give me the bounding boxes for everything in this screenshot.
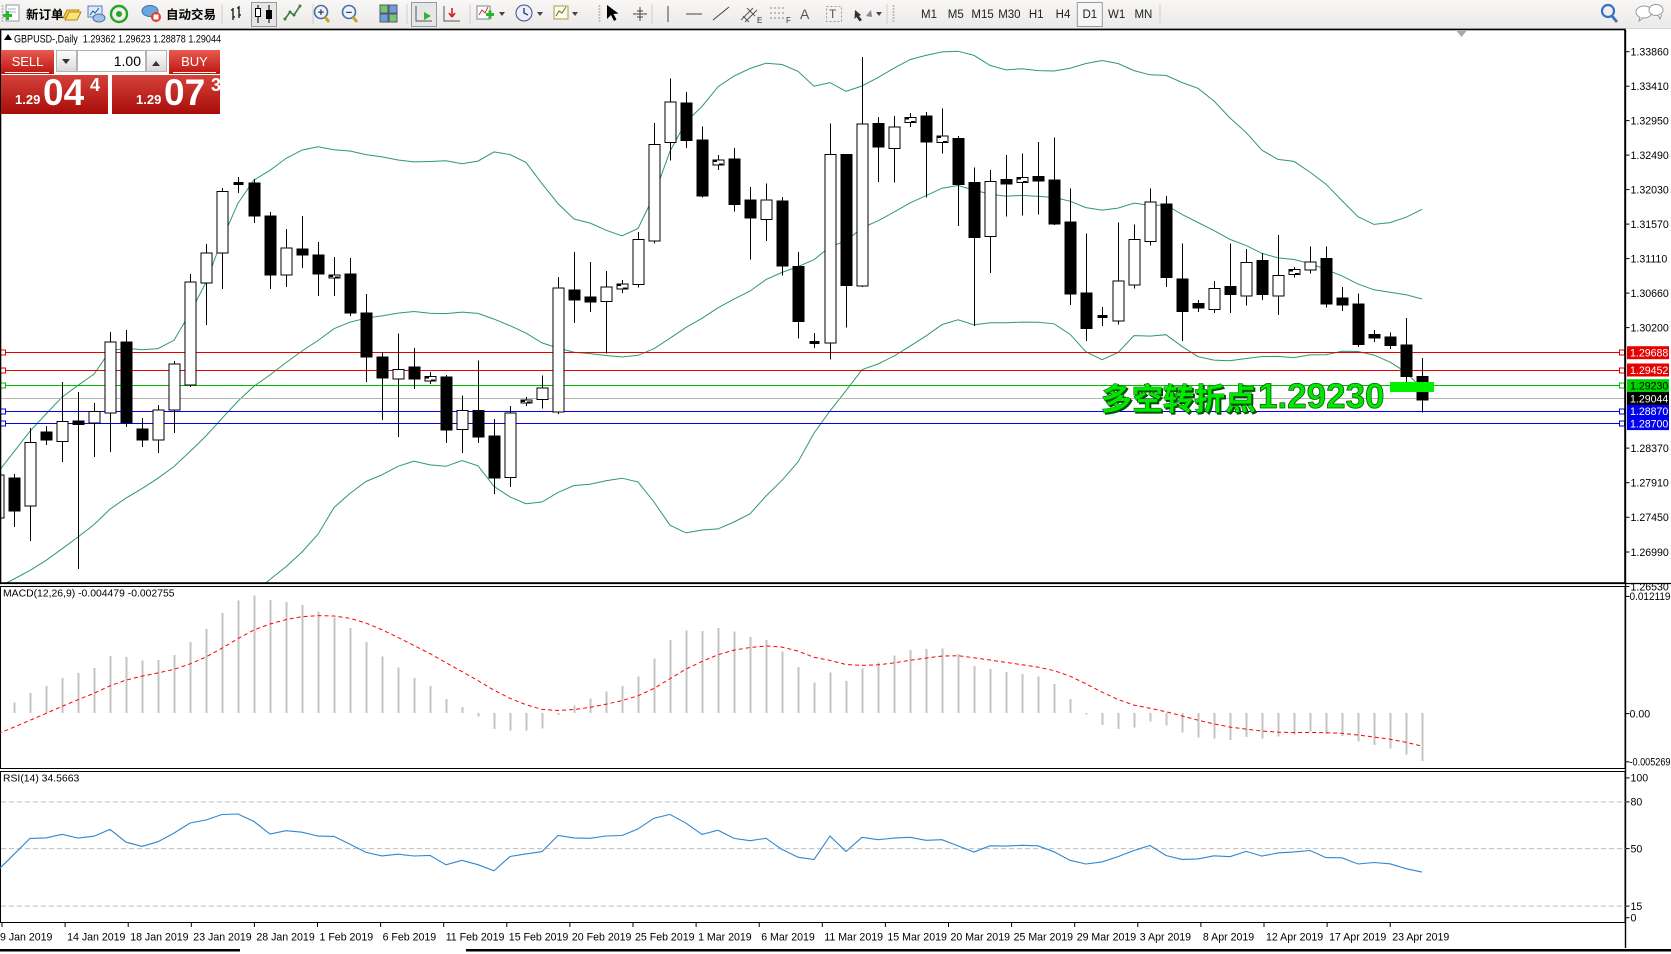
svg-text:23 Apr 2019: 23 Apr 2019 (1392, 932, 1449, 944)
svg-text:1.29230: 1.29230 (1630, 381, 1668, 393)
svg-text:A: A (800, 6, 810, 22)
svg-text:RSI(14) 34.5663: RSI(14) 34.5663 (3, 774, 79, 785)
svg-text:1.32030: 1.32030 (1631, 184, 1669, 196)
svg-text:1.29044: 1.29044 (1630, 393, 1668, 405)
svg-text:15 Mar 2019: 15 Mar 2019 (887, 932, 947, 944)
svg-text:M1: M1 (921, 9, 937, 21)
svg-text:1 Mar 2019: 1 Mar 2019 (698, 932, 752, 944)
svg-text:H4: H4 (1056, 9, 1071, 21)
svg-text:M15: M15 (971, 9, 993, 21)
svg-text:12 Apr 2019: 12 Apr 2019 (1266, 932, 1323, 944)
svg-text:28 Jan 2019: 28 Jan 2019 (256, 932, 314, 944)
svg-text:1.27910: 1.27910 (1631, 478, 1669, 490)
svg-text:15 Feb 2019: 15 Feb 2019 (509, 932, 569, 944)
svg-text:1.29230: 1.29230 (1258, 377, 1385, 416)
svg-text:11 Mar 2019: 11 Mar 2019 (824, 932, 883, 944)
svg-text:18 Jan 2019: 18 Jan 2019 (130, 932, 188, 944)
svg-text:1.31570: 1.31570 (1631, 219, 1669, 231)
svg-text:1.28870: 1.28870 (1630, 406, 1668, 418)
svg-text:1.26530: 1.26530 (1631, 581, 1669, 593)
svg-text:100: 100 (1631, 773, 1649, 785)
svg-text:17 Apr 2019: 17 Apr 2019 (1329, 932, 1386, 944)
svg-text:1.27450: 1.27450 (1631, 512, 1669, 524)
svg-text:T: T (829, 7, 837, 21)
svg-text:H1: H1 (1029, 9, 1044, 21)
svg-text:1.32490: 1.32490 (1631, 150, 1669, 162)
svg-text:D1: D1 (1082, 9, 1097, 21)
svg-text:1.32950: 1.32950 (1631, 115, 1669, 127)
svg-text:80: 80 (1631, 797, 1643, 809)
svg-text:11 Feb 2019: 11 Feb 2019 (446, 932, 505, 944)
svg-text:GBPUSD-,Daily 1.29362 1.29623: GBPUSD-,Daily 1.29362 1.29623 1.28878 1.… (14, 34, 221, 46)
svg-text:1.31110: 1.31110 (1631, 253, 1668, 265)
svg-text:25 Mar 2019: 25 Mar 2019 (1014, 932, 1074, 944)
svg-text:1.33410: 1.33410 (1631, 81, 1669, 93)
svg-text:1.29688: 1.29688 (1630, 348, 1668, 360)
svg-text:MN: MN (1134, 9, 1152, 21)
svg-text:1.29452: 1.29452 (1630, 365, 1668, 377)
svg-text:20 Feb 2019: 20 Feb 2019 (572, 932, 632, 944)
svg-text:0: 0 (1631, 913, 1637, 925)
svg-text:29 Mar 2019: 29 Mar 2019 (1077, 932, 1137, 944)
svg-text:3 Apr 2019: 3 Apr 2019 (1140, 932, 1191, 944)
svg-text:MACD(12,26,9) -0.004479 -0.002: MACD(12,26,9) -0.004479 -0.002755 (3, 589, 175, 600)
svg-text:−: − (346, 7, 352, 19)
svg-text:W1: W1 (1108, 9, 1125, 21)
svg-text:1.30660: 1.30660 (1631, 288, 1669, 300)
svg-text:14 Jan 2019: 14 Jan 2019 (67, 932, 125, 944)
svg-text:-0.005269: -0.005269 (1630, 757, 1671, 769)
svg-text:50: 50 (1631, 843, 1643, 855)
svg-text:15: 15 (1631, 901, 1643, 913)
svg-text:20 Mar 2019: 20 Mar 2019 (951, 932, 1011, 944)
svg-text:1.28700: 1.28700 (1630, 418, 1668, 430)
svg-text:9 Jan 2019: 9 Jan 2019 (0, 932, 53, 944)
svg-text:+: + (318, 7, 324, 19)
svg-text:M30: M30 (998, 9, 1020, 21)
svg-text:1.30200: 1.30200 (1631, 322, 1669, 334)
svg-text:F: F (786, 16, 791, 25)
svg-text:23 Jan 2019: 23 Jan 2019 (193, 932, 251, 944)
svg-text:6 Mar 2019: 6 Mar 2019 (761, 932, 815, 944)
svg-text:M5: M5 (948, 9, 964, 21)
svg-text:1.26990: 1.26990 (1631, 547, 1669, 559)
svg-text:1.28370: 1.28370 (1631, 443, 1669, 455)
svg-text:1 Feb 2019: 1 Feb 2019 (320, 932, 374, 944)
svg-text:0.00: 0.00 (1630, 708, 1651, 720)
svg-text:6 Feb 2019: 6 Feb 2019 (383, 932, 437, 944)
svg-text:E: E (757, 16, 762, 25)
svg-text:25 Feb 2019: 25 Feb 2019 (635, 932, 695, 944)
svg-text:1.33860: 1.33860 (1631, 47, 1669, 59)
svg-text:8 Apr 2019: 8 Apr 2019 (1203, 932, 1254, 944)
svg-text:0.012119: 0.012119 (1630, 591, 1671, 603)
